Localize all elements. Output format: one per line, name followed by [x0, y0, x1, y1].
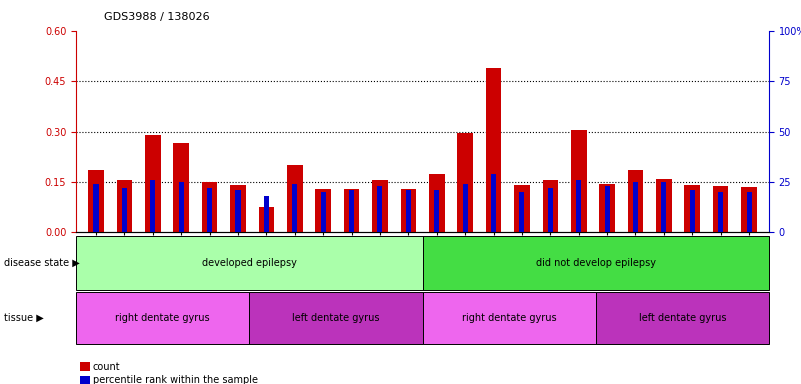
Bar — [599, 184, 615, 232]
Text: count: count — [93, 362, 120, 372]
Text: tissue ▶: tissue ▶ — [4, 313, 44, 323]
Bar — [372, 180, 388, 232]
Bar — [173, 143, 189, 232]
Text: GDS3988 / 138026: GDS3988 / 138026 — [104, 12, 210, 22]
Bar — [485, 68, 501, 232]
Text: right dentate gyrus: right dentate gyrus — [462, 313, 557, 323]
Text: percentile rank within the sample: percentile rank within the sample — [93, 375, 258, 384]
Bar — [685, 185, 700, 232]
Bar — [571, 130, 586, 232]
Bar — [633, 182, 638, 232]
Text: left dentate gyrus: left dentate gyrus — [292, 313, 380, 323]
Bar — [230, 185, 246, 232]
Bar — [151, 180, 155, 232]
Bar — [491, 174, 496, 232]
Text: developed epilepsy: developed epilepsy — [202, 258, 296, 268]
Text: disease state ▶: disease state ▶ — [4, 258, 80, 268]
Bar — [235, 190, 240, 232]
Bar — [145, 135, 160, 232]
Bar — [292, 184, 297, 232]
Text: did not develop epilepsy: did not develop epilepsy — [536, 258, 656, 268]
Bar — [434, 190, 439, 232]
Bar — [179, 182, 183, 232]
Bar — [429, 174, 445, 232]
Bar — [117, 180, 132, 232]
Bar — [259, 207, 274, 232]
Bar — [713, 186, 728, 232]
Bar — [122, 188, 127, 232]
Bar — [349, 190, 354, 232]
Bar — [519, 192, 525, 232]
Bar — [741, 187, 757, 232]
Bar — [400, 189, 417, 232]
Bar — [605, 186, 610, 232]
Bar — [656, 179, 672, 232]
Bar — [264, 196, 269, 232]
Bar — [628, 170, 643, 232]
Bar — [202, 182, 217, 232]
Bar — [207, 188, 212, 232]
Bar — [94, 184, 99, 232]
Text: left dentate gyrus: left dentate gyrus — [638, 313, 726, 323]
Bar — [576, 180, 582, 232]
Bar — [344, 189, 360, 232]
Bar — [718, 192, 723, 232]
Bar — [316, 189, 331, 232]
Bar — [406, 190, 411, 232]
Bar — [690, 190, 694, 232]
Bar — [514, 185, 529, 232]
Bar — [548, 188, 553, 232]
Bar — [88, 170, 104, 232]
Bar — [462, 184, 468, 232]
Bar — [377, 186, 383, 232]
Bar — [457, 133, 473, 232]
Bar — [287, 165, 303, 232]
Text: right dentate gyrus: right dentate gyrus — [115, 313, 210, 323]
Bar — [542, 180, 558, 232]
Bar — [747, 192, 751, 232]
Bar — [320, 192, 326, 232]
Bar — [662, 182, 666, 232]
